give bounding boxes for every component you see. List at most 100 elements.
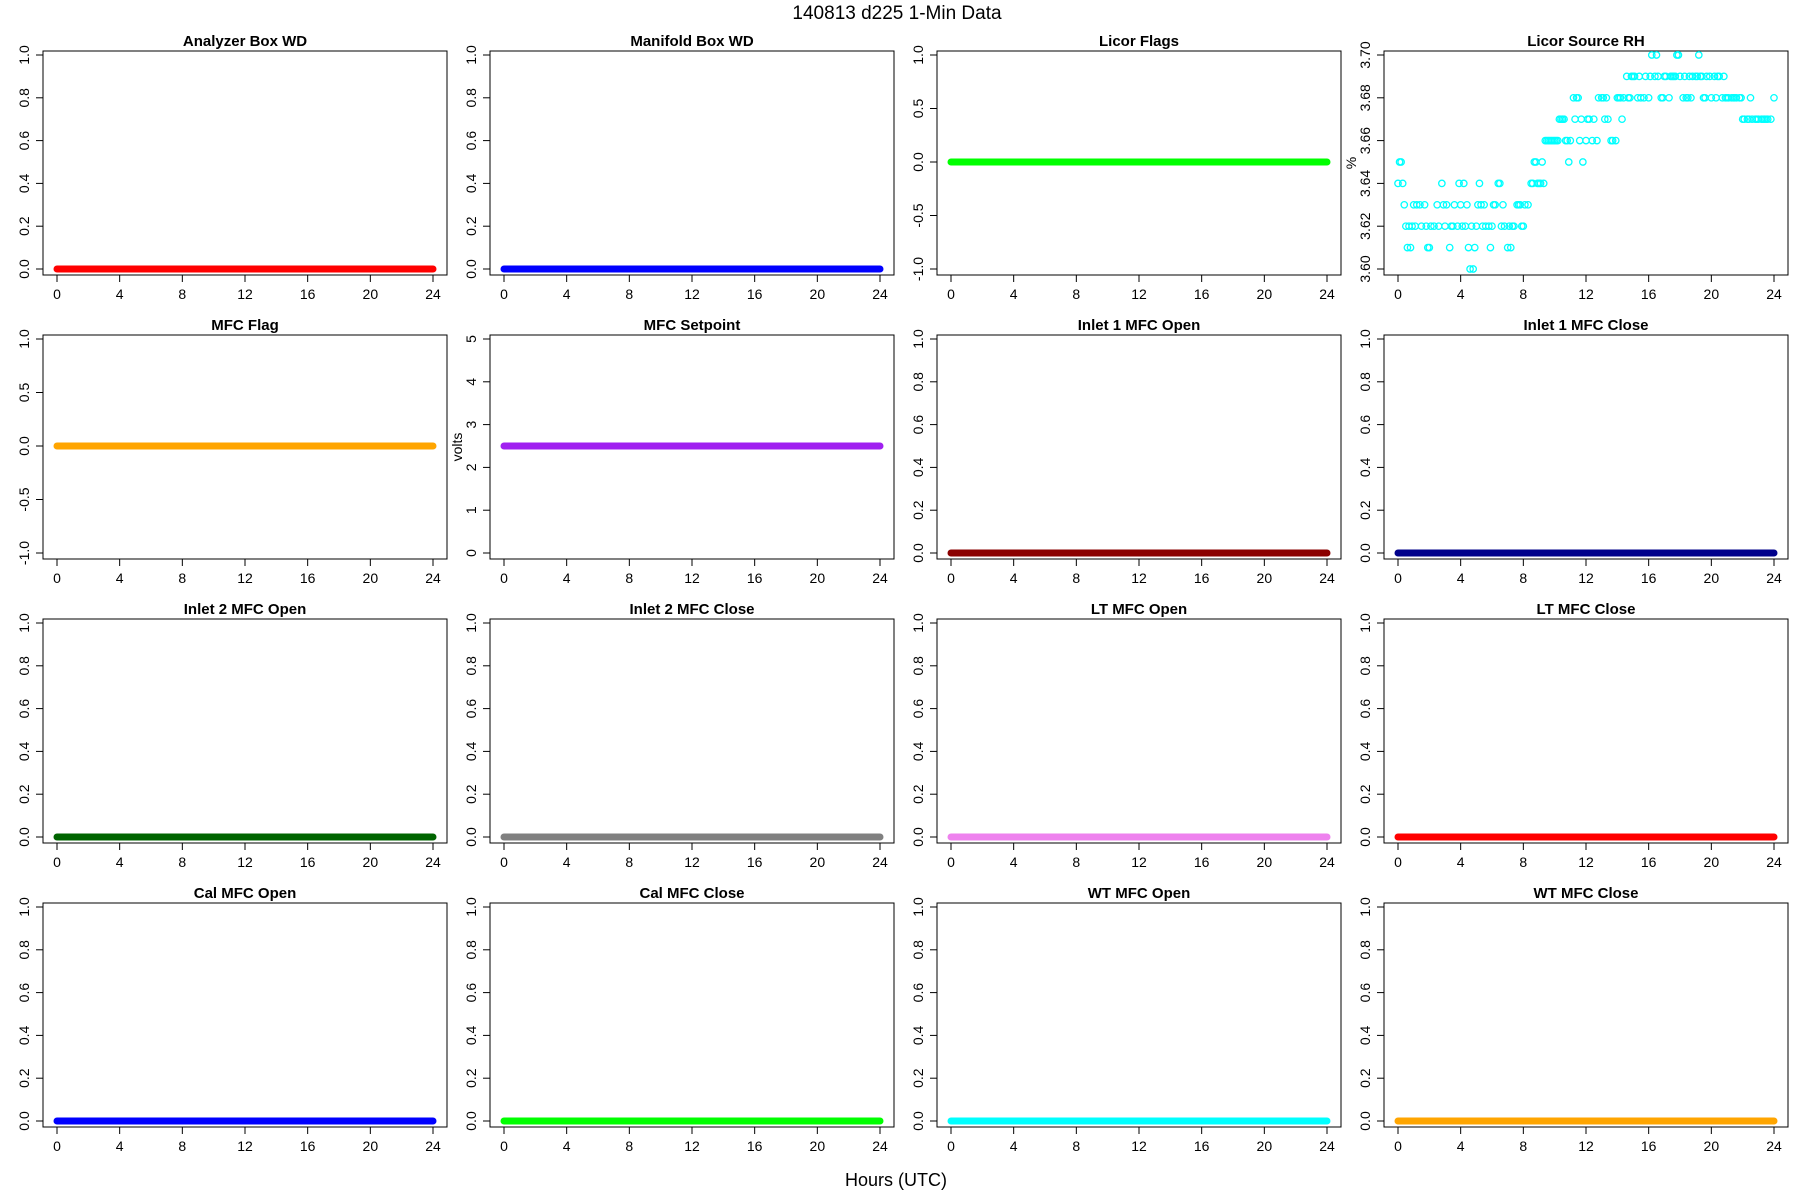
data-point [1521,200,1529,209]
data-point [1577,115,1586,124]
x-tick-label: 16 [1194,854,1210,870]
y-tick-label: 3.66 [1357,127,1373,154]
x-tick-label: 8 [178,286,186,302]
data-point [1516,200,1525,209]
x-tick-label: 0 [947,1138,955,1154]
x-tick-label: 8 [1519,854,1527,870]
y-tick-label: 0.6 [1357,699,1373,719]
x-tick-label: 8 [625,570,633,586]
chart-panel: WT MFC Open 0 4 8 12 16 20 24 0.0 0.2 0.4 0.6 0.8 1.0 [910,885,1342,1154]
x-tick-label: 4 [1457,854,1465,870]
y-tick-label: 0.0 [1357,827,1373,847]
chart-panel: Inlet 2 MFC Open 0 4 8 12 16 20 24 0.0 0.2 0.4 0.6 0… [16,601,448,870]
data-point [1485,222,1493,231]
data-point [1456,200,1465,209]
data-point [1635,72,1644,81]
x-tick-label: 20 [810,1138,826,1154]
x-tick-label: 20 [810,854,826,870]
x-tick-label: 24 [872,854,888,870]
x-tick-label: 4 [1010,570,1018,586]
x-tick-label: 8 [1519,286,1527,302]
y-tick-label: 0.4 [16,1025,32,1045]
y-tick-label: 3 [463,420,479,428]
y-tick-label: 0.8 [16,656,32,676]
data-point [1571,115,1579,124]
y-tick-label: 0.0 [1357,1111,1373,1131]
plot-frame [489,618,895,844]
data-point [1600,115,1609,124]
x-tick-label: 4 [1010,286,1018,302]
data-point [1438,179,1446,188]
data-point [1505,222,1514,231]
y-tick-label: 0 [463,549,479,557]
y-tick-label: 0.4 [16,173,32,193]
y-tick-label: 1.0 [463,613,479,633]
x-tick-label: 24 [1766,286,1782,302]
y-tick-label: 0.2 [16,784,32,804]
y-tick-label: 3.64 [1357,170,1373,197]
data-point [1442,200,1451,209]
x-tick-label: 16 [747,286,763,302]
x-tick-label: 20 [1704,286,1720,302]
x-tick-label: 24 [1766,854,1782,870]
y-tick-label: 1.0 [16,45,32,65]
x-tick-label: 0 [947,570,955,586]
chart-panel: Inlet 1 MFC Close 0 4 8 12 16 20 24 0.0 0.2 0.4 0.6… [1357,317,1789,586]
data-point [1500,222,1509,231]
x-tick-label: 24 [1766,570,1782,586]
data-point [1563,136,1572,145]
y-tick-label: 0.8 [16,940,32,960]
data-point [1467,222,1476,231]
x-tick-label: 24 [1319,286,1335,302]
data-point [1495,179,1504,188]
data-point [1611,136,1620,145]
y-tick-label: 0.4 [1357,457,1373,477]
x-tick-label: 8 [1072,1138,1080,1154]
y-tick-label: 0.6 [1357,983,1373,1003]
data-point [1640,93,1648,102]
y-tick-label: 1 [463,506,479,514]
y-tick-label: -1.0 [910,257,926,281]
x-tick-label: 20 [810,286,826,302]
x-tick-label: 24 [425,854,441,870]
y-tick-label: 0.4 [910,457,926,477]
x-tick-label: 0 [500,1138,508,1154]
figure-title: 140813 d225 1-Min Data [792,3,1002,24]
x-tick-label: 24 [1319,854,1335,870]
data-point [1536,179,1545,188]
y-tick-label: 0.2 [910,1068,926,1088]
panel-title: MFC Flag [211,317,279,334]
data-point [1400,200,1409,209]
data-point [1647,51,1656,59]
data-point [1394,179,1402,188]
data-point [1646,72,1655,81]
y-tick-label: 0.0 [463,1111,479,1131]
y-tick-label: 0.2 [463,216,479,236]
y-tick-label: 0.0 [16,259,32,279]
x-tick-label: 0 [53,854,61,870]
data-point [1464,243,1473,252]
x-tick-label: 20 [1257,854,1273,870]
panel-title: LT MFC Close [1537,601,1636,618]
chart-panel: LT MFC Open 0 4 8 12 16 20 24 0.0 0.2 0.4 0.6 0.8 1.0 [910,601,1342,870]
y-tick-label: 0.0 [16,1111,32,1131]
data-point [1398,179,1407,188]
x-tick-label: 4 [116,854,124,870]
x-tick-label: 16 [300,1138,316,1154]
data-point [1594,93,1603,102]
x-tick-label: 12 [684,1138,700,1154]
y-tick-label: 0.8 [463,88,479,108]
x-tick-label: 8 [625,1138,633,1154]
x-tick-label: 24 [1319,1138,1335,1154]
data-point [1497,222,1506,231]
data-point [1676,72,1684,81]
x-tick-label: 8 [1072,570,1080,586]
x-tick-label: 0 [1394,1138,1402,1154]
x-tick-label: 0 [53,286,61,302]
data-point [1538,158,1546,166]
data-point [1463,200,1471,209]
y-tick-label: 0.0 [16,827,32,847]
data-point [1441,222,1449,231]
y-tick-label: 0.2 [1357,500,1373,520]
y-tick-label: 0.4 [910,741,926,761]
